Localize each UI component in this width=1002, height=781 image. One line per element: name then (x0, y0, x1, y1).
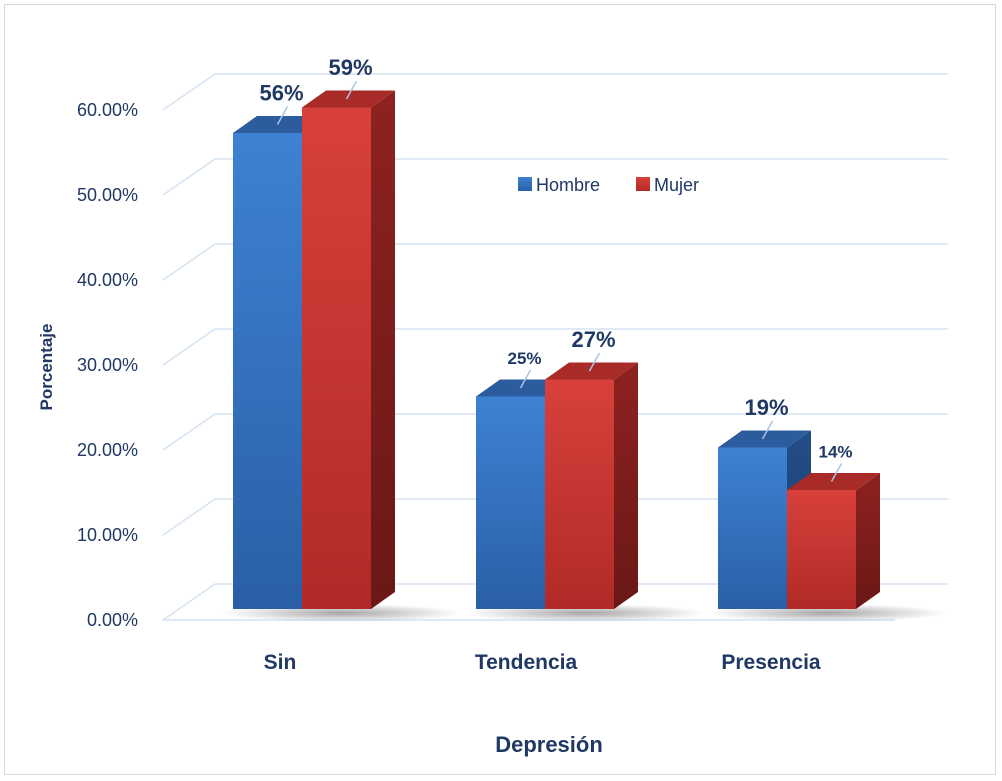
gridline-diag (162, 328, 216, 366)
data-label: 19% (744, 395, 788, 420)
bar-top (718, 430, 811, 448)
bar (787, 490, 856, 609)
leader-line (345, 80, 358, 100)
y-tick-label: 50.00% (77, 185, 138, 205)
bar (545, 379, 614, 609)
data-label: 14% (818, 443, 852, 462)
data-label: 27% (571, 327, 615, 352)
bar-side (856, 473, 880, 609)
gridline-diag (162, 158, 216, 196)
bar-side (371, 90, 395, 609)
data-label: 25% (507, 349, 541, 368)
gridline-diag (162, 243, 216, 281)
legend-swatch (636, 177, 650, 191)
bar (718, 447, 787, 609)
data-labels: 56% 59% 25% 27% 19% 14% (259, 55, 853, 482)
y-tick-label: 40.00% (77, 270, 138, 290)
bar (476, 396, 545, 609)
category-label: Tendencia (475, 651, 578, 674)
category-label: Presencia (721, 651, 821, 674)
bars (222, 90, 947, 622)
x-axis-title: Depresión (495, 732, 603, 757)
leader-line (830, 463, 843, 482)
gridline-diag (162, 73, 216, 111)
y-tick-label: 60.00% (77, 100, 138, 120)
y-axis: 0.00% 10.00% 20.00% 30.00% 40.00% 50.00% 60.00… (77, 100, 138, 630)
leader-line (588, 352, 601, 372)
bar-top (787, 473, 880, 490)
data-label: 56% (259, 81, 303, 106)
gridline-diag (162, 583, 216, 621)
leader-line (519, 369, 532, 389)
bar (302, 107, 371, 609)
y-tick-label: 30.00% (77, 355, 138, 375)
leader-line (276, 106, 289, 125)
legend-swatch (518, 177, 532, 191)
gridline-diag (162, 413, 216, 451)
bar-top (545, 362, 638, 380)
bar-top (302, 90, 395, 108)
x-axis: Sin Tendencia Presencia (264, 651, 821, 674)
legend-item: Mujer (654, 175, 699, 195)
gridline-diag (162, 498, 216, 536)
data-label: 59% (328, 55, 372, 80)
leader-line (761, 420, 774, 440)
y-tick-label: 20.00% (77, 440, 138, 460)
legend: Hombre Mujer (518, 175, 699, 195)
bar (233, 133, 302, 609)
legend-item: Hombre (536, 175, 600, 195)
y-axis-title: Porcentaje (37, 324, 56, 411)
y-tick-label: 0.00% (87, 610, 138, 630)
category-label: Sin (264, 651, 297, 674)
bar-side (614, 362, 638, 609)
y-tick-label: 10.00% (77, 525, 138, 545)
